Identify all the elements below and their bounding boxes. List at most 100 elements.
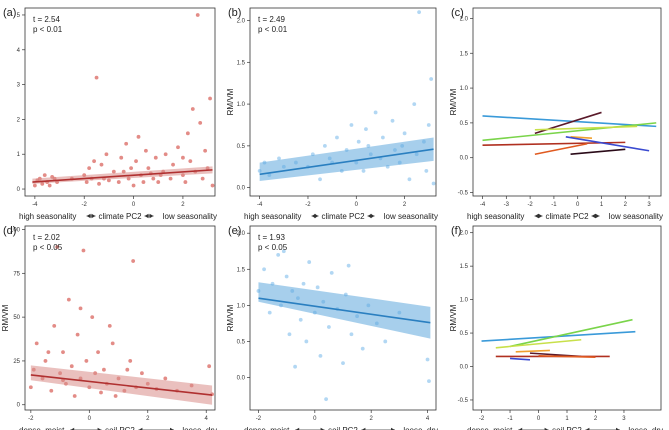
x-axis-arrow-right-head-left (144, 213, 149, 219)
x-axis-label-right: low seasonality (163, 212, 217, 221)
y-tick-label: 2.0 (237, 231, 246, 237)
series-line-1 (482, 115, 657, 128)
chart-panel-2: -4 -2 0 2 0.0 0.5 1.0 1.5 2.0(b) RM/VM high season… (226, 7, 438, 221)
data-point (431, 181, 436, 186)
data-point (364, 127, 368, 132)
data-point (390, 118, 395, 123)
y-tick-label: 0.0 (460, 156, 469, 162)
y-tick-label: 1.5 (460, 51, 469, 57)
data-point (210, 183, 215, 188)
y-tick-label: 1.0 (237, 102, 246, 108)
x-axis-arrow-right-head-left (361, 427, 366, 430)
x-tick-label: 2 (403, 202, 407, 208)
y-tick-label: 1.5 (460, 264, 469, 270)
y-tick-label: 0.0 (237, 376, 246, 382)
data-point (315, 285, 320, 290)
chart-panel-5: -2 0 2 4 0.0 0.5 1.0 1.5 2.0(e) RM/VM dense, moist… (226, 225, 438, 430)
data-point (183, 180, 188, 184)
data-point (181, 155, 185, 160)
data-point (110, 341, 115, 346)
series-line-4 (515, 349, 550, 353)
x-axis-label-left: high seasonality (19, 212, 76, 221)
series-line-2 (482, 122, 657, 142)
data-point (87, 166, 92, 171)
data-point (298, 317, 303, 322)
data-point (46, 350, 51, 355)
x-tick-label: -4 (257, 202, 263, 208)
data-point (412, 102, 417, 106)
x-axis-label-left: dense, moist (244, 426, 290, 430)
x-axis-label-middle: climate PC2 (321, 212, 365, 221)
chart-panel-6: -2 -1 0 1 2 3 -0.5 0.0 0.5 1.0 1.5 2.0(f) RM/VM dense… (449, 225, 663, 430)
y-tick-label: 0 (17, 187, 21, 193)
x-tick-label: -3 (504, 202, 510, 208)
data-point (99, 390, 103, 395)
x-tick-label: -1 (551, 202, 557, 208)
y-tick-label: -0.5 (458, 191, 469, 197)
y-tick-label: 2.0 (460, 231, 469, 237)
x-tick-label: -2 (28, 416, 34, 422)
data-point (329, 271, 334, 275)
x-axis-label-left: dense, moist (467, 426, 513, 430)
data-point (55, 245, 60, 249)
data-point (163, 152, 168, 157)
x-tick-label: 2 (146, 416, 150, 422)
data-point (287, 332, 292, 337)
x-tick-label: 0 (313, 416, 317, 422)
data-point (380, 135, 385, 140)
data-point (293, 364, 297, 369)
x-tick-label: 3 (647, 202, 651, 208)
series-line-3 (495, 338, 582, 349)
data-point (168, 176, 173, 181)
chart-panel-1: -4 -2 0 2 0 1 2 3 4 5(a) high seasonality climate P… (3, 7, 217, 221)
data-point (195, 13, 200, 17)
data-point (125, 367, 130, 372)
data-point (107, 323, 112, 328)
x-axis-arrow-right-head-left (138, 427, 143, 430)
y-tick-label: 4 (17, 48, 21, 54)
x-axis-label-left: dense, moist (19, 426, 65, 430)
x-tick-label: 3 (622, 416, 626, 422)
series-line-8 (538, 355, 596, 358)
x-tick-label: 0 (537, 416, 541, 422)
data-point (144, 148, 148, 153)
data-point (134, 159, 138, 164)
data-point (163, 376, 168, 381)
y-tick-label: 0.5 (460, 331, 469, 337)
series-line-4 (534, 125, 638, 131)
plot-frame (472, 225, 662, 411)
plot-frame (249, 7, 437, 197)
chart-panel-4: -2 0 2 4 0 25 50 75 100(d) RM/VM dense, moist soil … (1, 225, 217, 430)
y-tick-label: 1.0 (237, 303, 246, 309)
data-point (208, 96, 212, 101)
data-point (276, 252, 281, 257)
y-tick-label: 100 (10, 228, 21, 234)
y-tick-label: 1.0 (460, 86, 469, 92)
regression-line (32, 169, 213, 183)
series-line-5 (570, 136, 593, 140)
plot-frame (24, 7, 216, 197)
x-axis-arrow-left-head-right (320, 427, 325, 430)
series-line-7 (509, 357, 531, 361)
panel-label: (e) (228, 225, 241, 237)
data-point (47, 183, 52, 188)
data-point (203, 148, 208, 153)
x-axis-label-right: low seasonality (609, 212, 663, 221)
data-point (72, 394, 77, 398)
y-tick-label: 0.5 (237, 144, 246, 150)
chart-panel-3: -4 -3 -2 -1 0 1 2 3 -0.5 0.0 0.5 1.0 1.5 2.0(c) RM/VM h… (449, 7, 663, 221)
x-tick-label: -2 (305, 202, 311, 208)
y-tick-label: 2.0 (460, 16, 469, 22)
x-axis-arrow-left-head-left (295, 427, 300, 430)
y-tick-label: 75 (13, 271, 20, 277)
data-point (92, 159, 96, 164)
data-point (90, 315, 95, 320)
data-point (69, 364, 74, 369)
data-point (361, 169, 366, 173)
data-point (146, 166, 151, 171)
data-point (49, 388, 54, 393)
data-point (424, 169, 429, 173)
stat-t-value: t = 2.02 (33, 233, 60, 242)
data-point (281, 249, 286, 254)
y-tick-label: 0.0 (460, 365, 469, 371)
